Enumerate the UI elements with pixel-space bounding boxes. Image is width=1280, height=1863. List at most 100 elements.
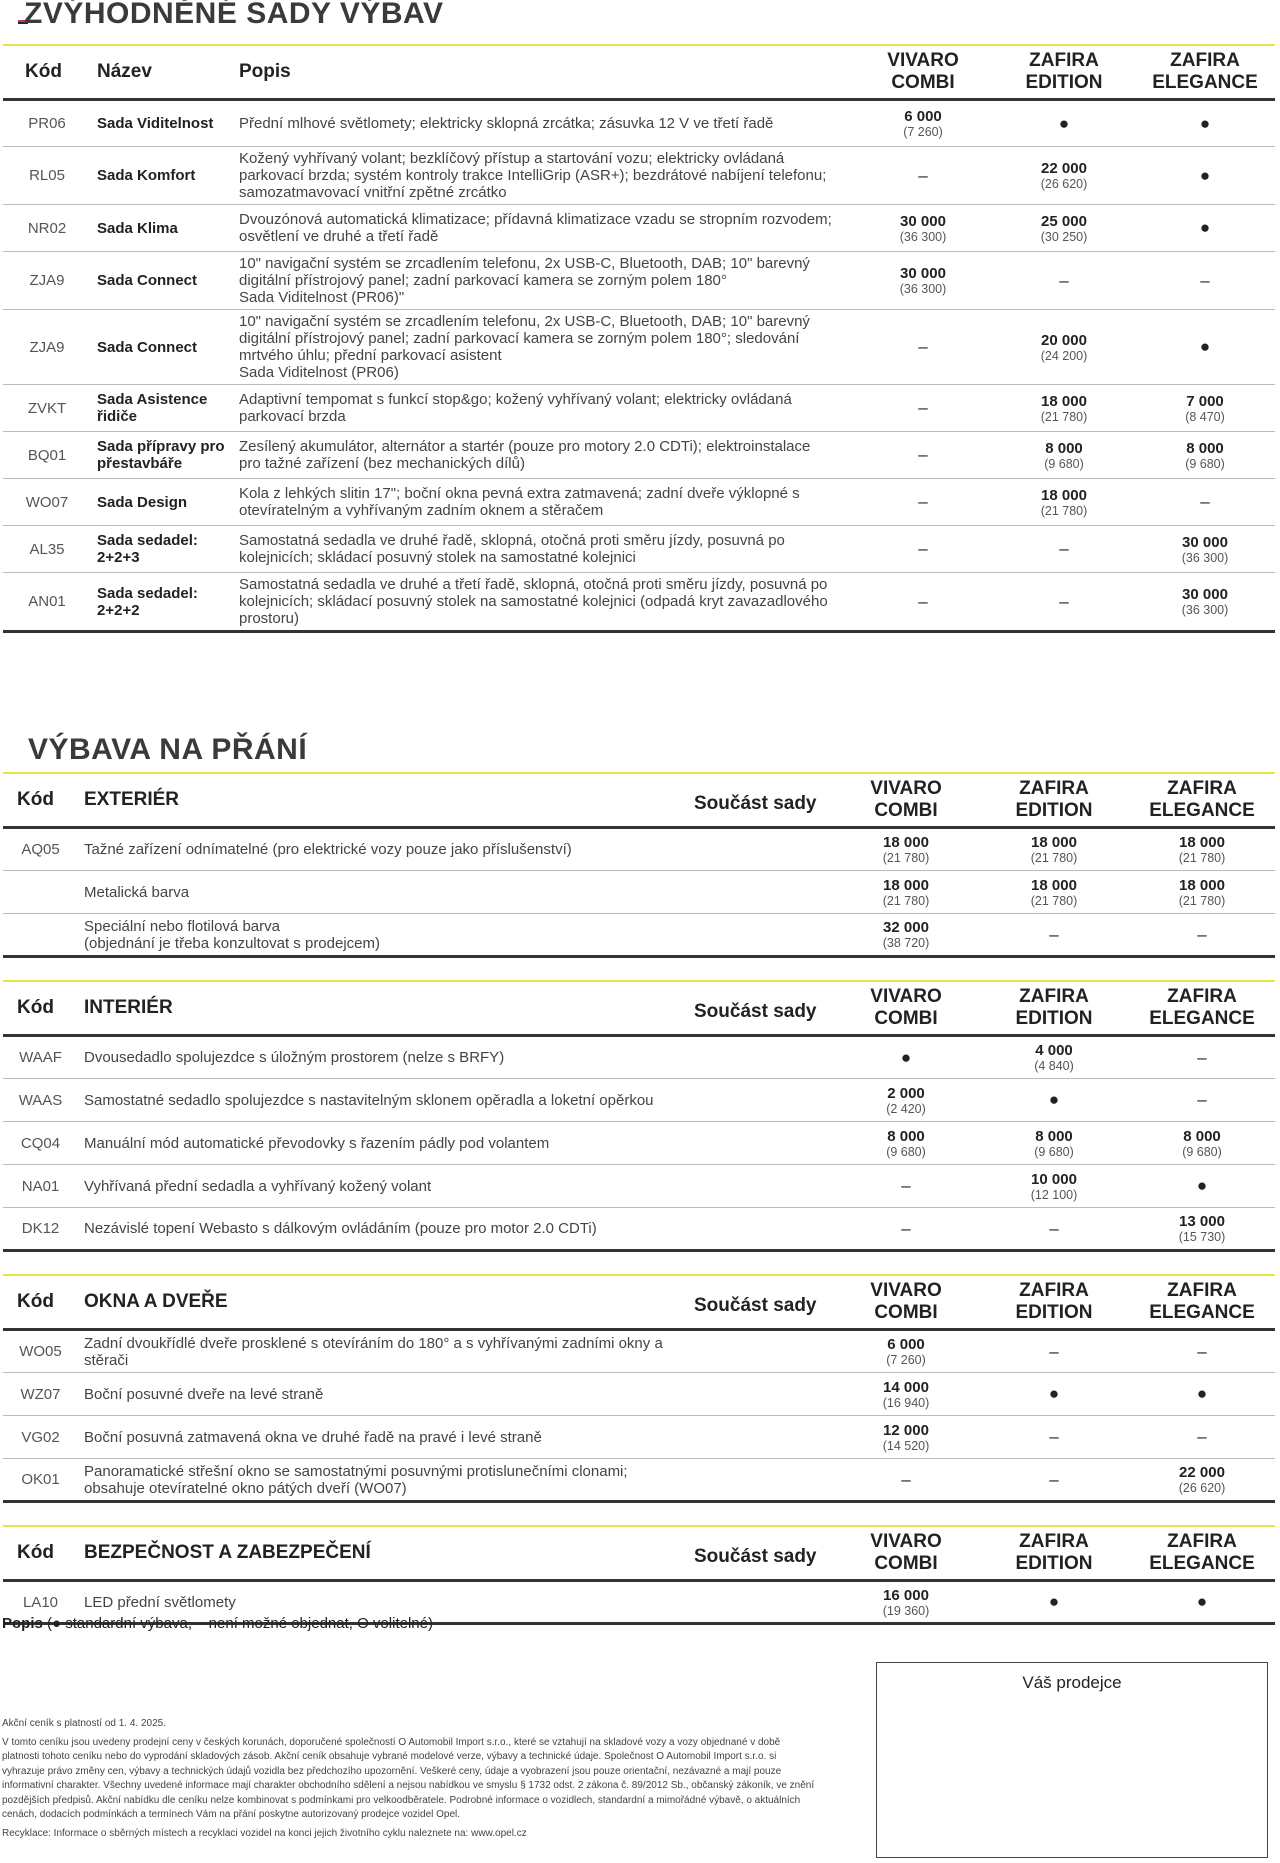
model-header: ZAFIRA EDITION [979,772,1129,829]
model-cell: – [979,1329,1129,1373]
model-header: ZAFIRA EDITION [979,1274,1129,1331]
description: Zadní dvoukřídlé dveře prosklené s oteví… [78,1329,688,1373]
description: Dvousedadlo spolujezdce s úložným prosto… [78,1035,688,1079]
set-row: ZJA9 Sada Connect 10" navigační systém se … [3,251,1275,310]
set-part [688,1580,833,1625]
model-cell: 12 000 (14 520) [833,1415,979,1459]
symbol: ● [1048,1592,1060,1611]
model-cell: – [1129,1329,1275,1373]
model-name: VIVARO COMBI [887,50,959,93]
column-header: Součást sady [688,1525,833,1582]
symbol: – [1059,591,1069,611]
model-cell: 4 000 (4 840) [979,1035,1129,1079]
model-name: ZAFIRA EDITION [1015,1280,1093,1323]
set-name: Sada sedadel: 2+2+2 [91,572,233,633]
symbol: ● [1196,1384,1208,1403]
price: 18 000 [883,876,929,894]
code: WZ07 [3,1372,78,1416]
price-vat: (9 680) [1182,1144,1222,1159]
symbol: – [918,539,928,558]
symbol: – [1197,1341,1207,1361]
code: WAAF [3,1035,78,1079]
price: 8 000 [1186,439,1224,457]
symbol: – [901,1218,911,1238]
options-table: Kód INTERIÉR Součást sady VIVARO COMBI ZAFIR… [3,980,1275,1252]
symbol: ● [1048,1090,1060,1109]
model-cell: – [1135,251,1275,310]
description: Samostatné sedadlo spolujezdce s nastavi… [78,1078,688,1122]
set-part [688,1164,833,1208]
code: WAAS [3,1078,78,1122]
price: 18 000 [1031,876,1077,894]
tbody: AQ05 Tažné zařízení odnímatelné (pro elek… [3,827,1275,958]
model-cell: – [1129,913,1275,958]
column-header: Součást sady [688,980,833,1037]
options-table: Kód EXTERIÉR Součást sady VIVARO COMBI ZAFIR… [3,772,1275,958]
set-row: WO07 Sada Design Kola z lehkých slitin 17"… [3,478,1275,526]
symbol: – [1059,270,1069,290]
set-part [688,1121,833,1165]
description: Boční posuvné dveře na levé straně [78,1372,688,1416]
price-vat: (4 840) [1034,1059,1074,1073]
column-header: Název [91,44,233,101]
description: Přední mlhové světlomety; elektricky skl… [233,99,853,147]
set-part [688,1207,833,1252]
code: DK12 [3,1207,78,1252]
model-cell: 13 000 (15 730) [1129,1207,1275,1252]
model-name: ZAFIRA ELEGANCE [1149,1531,1255,1574]
symbol: ● [1199,165,1211,185]
set-name: Sada Design [91,478,233,526]
option-row: Metalická barva 18 000 (21 780) 18 000 (21 7… [3,870,1275,914]
model-name: ZAFIRA ELEGANCE [1149,1280,1255,1323]
price: 16 000 [883,1586,929,1604]
code [3,870,78,914]
code: WO07 [3,478,91,526]
price: 25 000 [1041,212,1087,230]
model-cell: 6 000 (7 260) [853,99,993,147]
set-part [688,1078,833,1122]
model-cell: 18 000 (21 780) [979,827,1129,871]
description: Panoramatické střešní okno se samostatný… [78,1458,688,1503]
symbol: – [901,1469,911,1489]
set-name: Sada Connect [91,309,233,385]
sets-table: Kód Název Popis VIVARO COMBI ZAFIRA EDITION Z… [3,44,1275,633]
model-cell: – [979,1415,1129,1459]
price-vat: (21 780) [1178,851,1226,865]
symbol: – [918,492,928,511]
set-part [688,827,833,871]
option-row: WAAS Samostatné sedadlo spolujezdce s nas… [3,1078,1275,1122]
model-cell: ● [1129,1580,1275,1625]
model-name: VIVARO COMBI [870,986,942,1029]
column-header: Kód [3,1274,78,1331]
section-title: EXTERIÉR [78,772,688,829]
price-vat: (8 470) [1185,409,1225,424]
column-header: Popis [233,44,853,101]
price: 30 000 [1182,586,1228,603]
set-part [688,1458,833,1503]
model-cell: ● [979,1078,1129,1122]
legend-label: Popis [2,1615,43,1632]
symbol: – [1197,1090,1207,1109]
set-part [688,1415,833,1459]
model-cell: 18 000 (21 780) [833,870,979,914]
price-vat: (7 260) [903,125,943,139]
symbol: – [1049,1341,1059,1361]
price: 8 000 [1045,439,1083,457]
section-title: INTERIÉR [78,980,688,1037]
model-header: VIVARO COMBI [853,44,993,101]
code: AL35 [3,525,91,573]
description: Vyhřívaná přední sedadla a vyhřívaný kož… [78,1164,688,1208]
symbol: – [1049,1469,1059,1489]
model-cell: 30 000 (36 300) [853,251,993,310]
thead: Kód INTERIÉR Součást sady VIVARO COMBI ZAFIR… [3,980,1275,1037]
option-row: WO05 Zadní dvoukřídlé dveře prosklené s o… [3,1329,1275,1373]
code: WO05 [3,1329,78,1373]
price-vat: (30 250) [1040,229,1088,244]
model-header: VIVARO COMBI [833,1274,979,1331]
code: PR06 [3,99,91,147]
model-cell: 18 000 (21 780) [833,827,979,871]
price-vat: (36 300) [899,229,947,244]
price: 30 000 [900,212,946,230]
header-row: Kód OKNA A DVEŘE Součást sady VIVARO COMBI Z… [3,1274,1275,1331]
model-cell: 18 000 (21 780) [1129,827,1275,871]
